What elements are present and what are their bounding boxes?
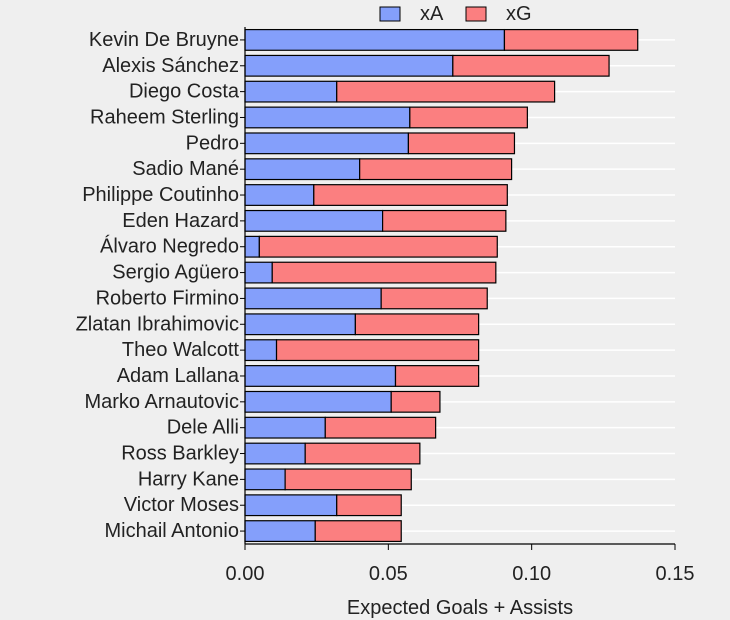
plot-area [245,27,675,544]
bar-xa [244,184,315,206]
bar-xa [244,132,409,155]
legend-swatch-xa [379,6,401,22]
category-label: Diego Costa [129,81,240,103]
category-label: Philippe Coutinho [82,184,239,206]
bar-xg [284,468,412,491]
bar-xg [275,339,480,362]
category-labels: Kevin De Bruyne Alexis Sánchez Diego Costa… [76,29,245,542]
x-axis-title: Expected Goals + Assists [347,597,573,619]
bar-xa [244,158,361,181]
bar-xg [271,261,497,284]
category-label: Michail Antonio [104,520,239,542]
bar-xa [244,416,326,439]
bar-xg [503,28,639,51]
bar-xg [354,313,480,336]
bar-xa [244,313,356,336]
bar-xg [452,54,610,77]
bar-xa [244,520,316,543]
bar-xa [244,80,338,103]
legend-swatch-xg [465,6,487,22]
bar-xg [394,365,480,387]
category-label: Raheem Sterling [90,106,239,128]
category-label: Kevin De Bruyne [89,29,239,51]
bar-xg [409,106,528,129]
x-tick-label: 0.05 [369,563,408,585]
bar-xg [336,80,556,103]
x-ticks: 0.00 0.05 0.10 0.15 [226,544,695,585]
category-label: Eden Hazard [122,210,239,232]
bar-xg [407,132,516,155]
category-label: Alexis Sánchez [102,55,239,77]
category-label: Sergio Agüero [112,262,239,284]
bar-xa [244,468,286,491]
bar-xg [336,494,402,517]
bar-xa [244,28,506,51]
category-label: Ross Barkley [121,443,239,465]
bar-xg [313,184,508,206]
x-tick-label: 0.15 [656,563,695,585]
bar-xg [382,209,507,232]
bar-xa [244,442,306,465]
category-label: Zlatan Ibrahimovic [76,313,239,335]
category-label: Marko Arnautovic [84,391,239,413]
bar-xa [244,54,454,77]
category-label: Adam Lallana [117,365,240,387]
bars [244,28,639,543]
category-label: Harry Kane [138,468,239,490]
x-tick-label: 0.10 [512,563,551,585]
legend: xA xG [379,3,532,25]
bar-xg [304,442,421,465]
category-label: Theo Walcott [122,339,240,361]
bar-xg [359,158,513,181]
bar-xa [244,235,260,258]
legend-label-xg: xG [506,3,532,25]
bar-xg [390,390,441,413]
category-label: Dele Alli [167,417,239,439]
bar-xa [244,287,382,310]
bar-xa [244,365,397,387]
bar-xa [244,390,392,413]
category-label: Victor Moses [124,494,239,516]
category-label: Pedro [186,132,239,154]
bar-xg [380,287,488,310]
bar-xa [244,209,384,232]
bar-xg [324,416,437,439]
bar-xa [244,106,411,129]
bar-xg [314,520,402,543]
bar-xg [258,235,498,258]
category-label: Sadio Mané [132,158,239,180]
bar-xa [244,339,278,362]
bar-xa [244,494,338,517]
category-label: Roberto Firmino [96,287,239,309]
bar-xa [244,261,273,284]
legend-label-xa: xA [420,3,444,25]
category-label: Álvaro Negredo [100,235,239,258]
x-tick-label: 0.00 [226,563,265,585]
